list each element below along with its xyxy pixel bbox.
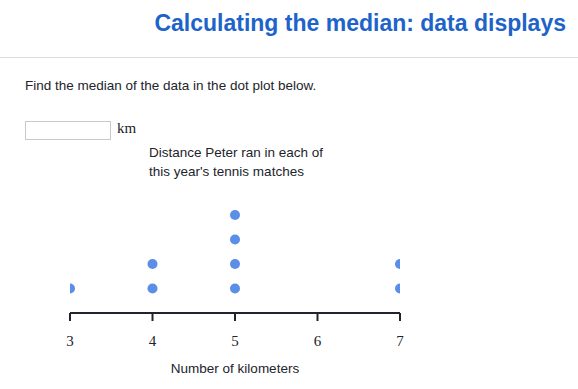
svg-text:7: 7 <box>396 333 404 349</box>
svg-text:5: 5 <box>231 333 239 349</box>
svg-text:4: 4 <box>149 333 157 349</box>
html-text:km: km <box>117 120 137 136</box>
html-text:Calculating the median: data d: Calculating the median: data displays <box>154 10 566 36</box>
svg-text:3: 3 <box>66 333 74 349</box>
svg-text:Number of kilometers: Number of kilometers <box>171 361 300 376</box>
html-text:Distance Peter ran in each of: Distance Peter ran in each of this year'… <box>149 145 324 179</box>
svg-text:6: 6 <box>314 333 322 349</box>
html-text:Find the median of the data in: Find the median of the data in the dot p… <box>25 78 317 93</box>
